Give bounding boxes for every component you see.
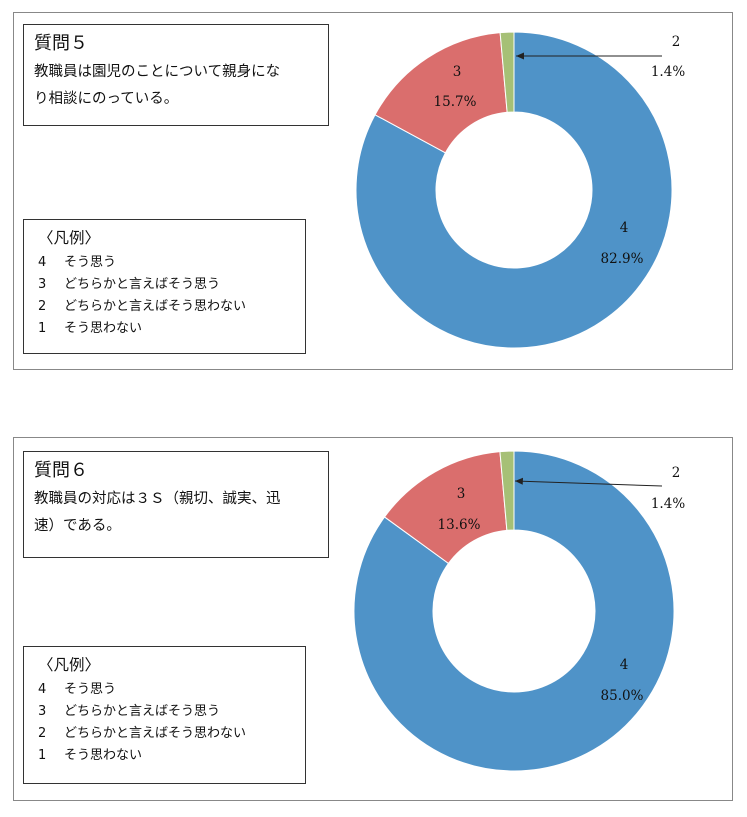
question-text-line: 教職員は園児のことについて親身にな xyxy=(34,64,281,80)
legend-item-number: 3 xyxy=(38,704,47,719)
legend-item: 4 そう思う xyxy=(38,679,291,701)
question-box-q5: 質問５ 教職員は園児のことについて親身にな り相談にのっている。 xyxy=(23,24,329,126)
legend-item-text: そう思わない xyxy=(64,748,143,763)
legend-item-text: そう思う xyxy=(64,255,117,270)
slice-label-value: 15.7% xyxy=(434,94,477,110)
question-text-line: り相談にのっている。 xyxy=(34,91,179,107)
question-box-q6: 質問６ 教職員の対応は３Ｓ（親切、誠実、迅 速）である。 xyxy=(23,451,329,558)
callout-arrowhead xyxy=(516,52,524,60)
legend-item-number: 3 xyxy=(38,277,47,292)
donut-slice-2 xyxy=(499,450,515,531)
legend-item-number: 4 xyxy=(38,255,47,270)
legend-item-text: どちらかと言えばそう思う xyxy=(64,277,221,292)
legend-item: 1 そう思わない xyxy=(38,318,291,340)
slice-label-category: 2 xyxy=(672,34,681,50)
legend-item: 2 どちらかと言えばそう思わない xyxy=(38,723,291,745)
legend-item-number: 2 xyxy=(38,299,47,314)
legend-item: 2 どちらかと言えばそう思わない xyxy=(38,296,291,318)
donut-chart-q5: 2 1.4% 3 15.7% 4 82.9% xyxy=(355,31,685,349)
question-title: 質問６ xyxy=(34,460,88,481)
legend-item: 1 そう思わない xyxy=(38,745,291,767)
donut-slice-4 xyxy=(355,31,673,349)
legend-item-text: どちらかと言えばそう思わない xyxy=(64,299,247,314)
legend-title: 〈凡例〉 xyxy=(38,656,101,674)
legend-box-q5: 〈凡例〉 4 そう思う 3 どちらかと言えばそう思う 2 どちらかと言えばそう思わない… xyxy=(23,219,306,354)
slice-label-category: 2 xyxy=(672,465,681,481)
legend-item-text: そう思う xyxy=(64,682,117,697)
callout-arrowhead xyxy=(515,477,523,485)
slice-label-category: 3 xyxy=(457,486,466,502)
slice-label-category: 4 xyxy=(620,657,629,673)
slice-label-category: 3 xyxy=(453,64,462,80)
legend-box-q6: 〈凡例〉 4 そう思う 3 どちらかと言えばそう思う 2 どちらかと言えばそう思わない… xyxy=(23,646,306,784)
question-title: 質問５ xyxy=(34,33,88,54)
donut-slice-2 xyxy=(499,31,515,113)
legend-item: 3 どちらかと言えばそう思う xyxy=(38,274,291,296)
legend-item-text: そう思わない xyxy=(64,321,143,336)
legend-item-number: 2 xyxy=(38,726,47,741)
legend-item: 3 どちらかと言えばそう思う xyxy=(38,701,291,723)
slice-label-category: 4 xyxy=(620,220,629,236)
legend-item-number: 1 xyxy=(38,748,47,763)
legend-item-number: 4 xyxy=(38,682,47,697)
callout-arrow-line xyxy=(514,480,663,487)
legend-item-number: 1 xyxy=(38,321,47,336)
slice-label-value: 1.4% xyxy=(651,496,685,512)
legend-item: 4 そう思う xyxy=(38,252,291,274)
legend-title: 〈凡例〉 xyxy=(38,229,101,247)
slice-label-value: 85.0% xyxy=(601,688,644,704)
slice-label-value: 82.9% xyxy=(601,251,644,267)
slice-label-value: 13.6% xyxy=(438,517,481,533)
question-text-line: 速）である。 xyxy=(34,518,121,534)
legend-item-text: どちらかと言えばそう思う xyxy=(64,704,221,719)
question-text-line: 教職員の対応は３Ｓ（親切、誠実、迅 xyxy=(34,491,281,507)
donut-slice-4 xyxy=(353,450,675,772)
legend-item-text: どちらかと言えばそう思わない xyxy=(64,726,247,741)
donut-chart-q6: 2 1.4% 3 13.6% 4 85.0% xyxy=(353,450,685,772)
slice-label-value: 1.4% xyxy=(651,64,685,80)
